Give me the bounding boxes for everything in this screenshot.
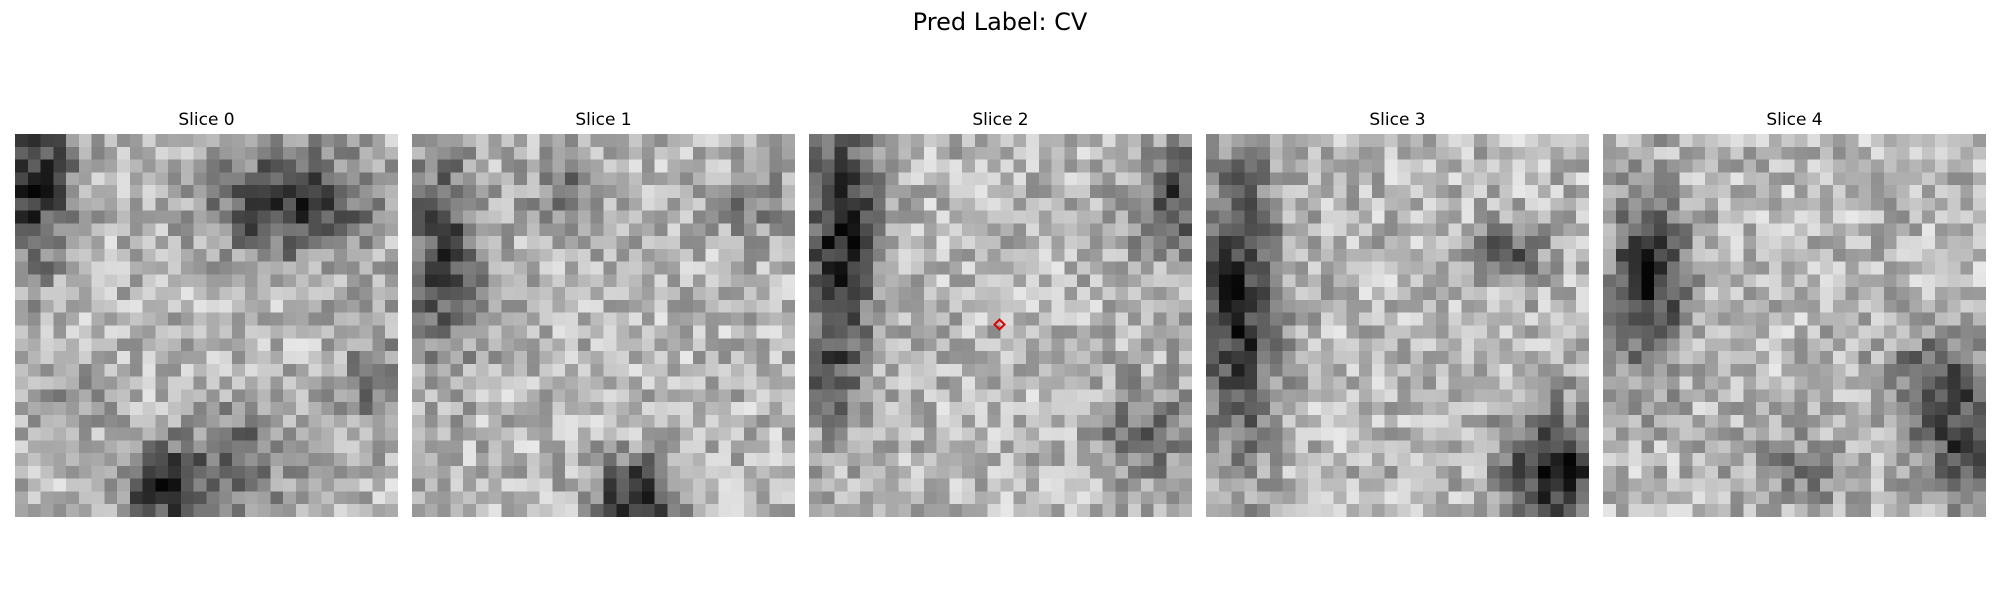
slice-panel-3: Slice 3 — [1206, 108, 1589, 517]
slice-image-1 — [412, 134, 795, 517]
slice-image-4 — [1603, 134, 1986, 517]
slice-image-2 — [809, 134, 1192, 517]
figure-title: Pred Label: CV — [912, 8, 1088, 36]
slice-title-3: Slice 3 — [1369, 110, 1426, 130]
slice-panel-4: Slice 4 — [1603, 108, 1986, 517]
slice-panel-1: Slice 1 — [412, 108, 795, 517]
slice-title-2: Slice 2 — [972, 110, 1029, 130]
slice-image-3 — [1206, 134, 1589, 517]
slice-title-1: Slice 1 — [575, 110, 632, 130]
slice-image-0 — [15, 134, 398, 517]
slice-panel-0: Slice 0 — [15, 108, 398, 517]
slice-panel-2: Slice 2 — [809, 108, 1192, 517]
slice-title-4: Slice 4 — [1766, 110, 1823, 130]
slice-title-0: Slice 0 — [178, 110, 235, 130]
